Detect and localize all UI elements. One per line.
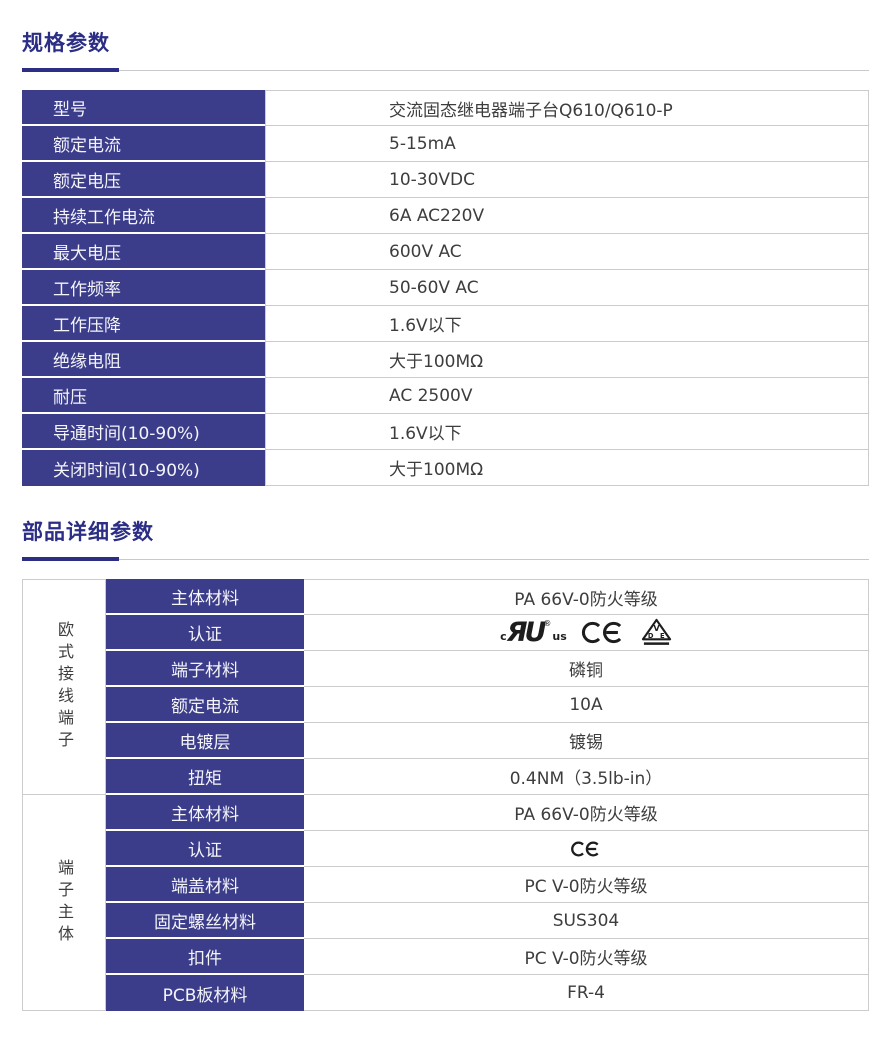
group-label: 端子主体 [22, 795, 106, 1011]
ce-icon [581, 621, 621, 644]
svg-text:E: E [660, 632, 665, 640]
spec-row-label: 型号 [22, 90, 265, 126]
ul-recognized-icon: c ЯU ® us [500, 617, 567, 648]
spec-row-label: 工作频率 [22, 270, 265, 306]
detail-row-value: PC V-0防火等级 [304, 867, 869, 903]
group-rows: 主体材料 PA 66V-0防火等级 认证 端盖材料 PC V-0防火等级 固定螺… [106, 795, 869, 1011]
detail-table: 欧式接线端子 主体材料 PA 66V-0防火等级 认证 c ЯU ® us [22, 579, 869, 1011]
certification-marks: c ЯU ® us V D E [304, 615, 869, 651]
detail-row-value: PC V-0防火等级 [304, 939, 869, 975]
detail-row-value: 10A [304, 687, 869, 723]
spec-row-value: AC 2500V [265, 378, 869, 414]
detail-row-label: 认证 [106, 615, 304, 651]
section-title-spec: 规格参数 [22, 31, 110, 55]
group-label-text: 欧式接线端子 [55, 621, 74, 753]
spec-row-value: 600V AC [265, 234, 869, 270]
detail-row-label: 固定螺丝材料 [106, 903, 304, 939]
vde-icon: V D E [641, 618, 671, 645]
detail-group-euro-terminal: 欧式接线端子 主体材料 PA 66V-0防火等级 认证 c ЯU ® us [22, 579, 869, 795]
spec-row-value: 大于100MΩ [265, 450, 869, 486]
spec-row-value: 1.6V以下 [265, 414, 869, 450]
detail-row-label: 端盖材料 [106, 867, 304, 903]
detail-group-terminal-body: 端子主体 主体材料 PA 66V-0防火等级 认证 端盖材料 PC V-0 [22, 795, 869, 1011]
detail-row-label: 端子材料 [106, 651, 304, 687]
detail-row-label: 主体材料 [106, 579, 304, 615]
spec-table: 型号 交流固态继电器端子台Q610/Q610-P 额定电流 5-15mA 额定电… [22, 90, 869, 486]
section-title-detail: 部品详细参数 [22, 520, 154, 544]
spec-row-label: 绝缘电阻 [22, 342, 265, 378]
spec-row-label: 导通时间(10-90%) [22, 414, 265, 450]
detail-row-label: 扭矩 [106, 759, 304, 795]
detail-row-value: FR-4 [304, 975, 869, 1011]
spec-row-value: 大于100MΩ [265, 342, 869, 378]
spec-row-label: 持续工作电流 [22, 198, 265, 234]
spec-row-value: 10-30VDC [265, 162, 869, 198]
detail-row-value: 磷铜 [304, 651, 869, 687]
spec-row-label: 工作压降 [22, 306, 265, 342]
detail-row-label: PCB板材料 [106, 975, 304, 1011]
detail-row-label: 电镀层 [106, 723, 304, 759]
spec-row-label: 额定电流 [22, 126, 265, 162]
spec-row-value: 6A AC220V [265, 198, 869, 234]
spec-row-value: 1.6V以下 [265, 306, 869, 342]
spec-row-label: 耐压 [22, 378, 265, 414]
detail-row-label: 扣件 [106, 939, 304, 975]
detail-row-value: PA 66V-0防火等级 [304, 795, 869, 831]
title-underline [22, 557, 869, 562]
detail-row-value: SUS304 [304, 903, 869, 939]
group-label: 欧式接线端子 [22, 579, 106, 795]
page-content: 规格参数 型号 交流固态继电器端子台Q610/Q610-P 额定电流 5-15m… [22, 0, 869, 1011]
section-detail-params: 部品详细参数 欧式接线端子 主体材料 PA 66V-0防火等级 认证 c ЯU ® u… [22, 516, 869, 1011]
title-underline [22, 68, 869, 73]
svg-text:D: D [648, 632, 654, 640]
spec-row-value: 交流固态继电器端子台Q610/Q610-P [265, 90, 869, 126]
spec-row-label: 额定电压 [22, 162, 265, 198]
detail-row-value: 镀锡 [304, 723, 869, 759]
spec-row-value: 50-60V AC [265, 270, 869, 306]
group-rows: 主体材料 PA 66V-0防火等级 认证 c ЯU ® us [106, 579, 869, 795]
spec-row-value: 5-15mA [265, 126, 869, 162]
detail-row-label: 主体材料 [106, 795, 304, 831]
svg-text:V: V [653, 623, 660, 633]
spec-row-label: 最大电压 [22, 234, 265, 270]
spec-row-label: 关闭时间(10-90%) [22, 450, 265, 486]
group-label-text: 端子主体 [55, 858, 74, 947]
detail-row-value: PA 66V-0防火等级 [304, 579, 869, 615]
certification-marks [304, 831, 869, 867]
section-spec-params: 规格参数 型号 交流固态继电器端子台Q610/Q610-P 额定电流 5-15m… [22, 27, 869, 486]
detail-row-label: 额定电流 [106, 687, 304, 723]
detail-row-label: 认证 [106, 831, 304, 867]
ce-icon [570, 841, 599, 856]
detail-row-value: 0.4NM（3.5lb-in） [304, 759, 869, 795]
